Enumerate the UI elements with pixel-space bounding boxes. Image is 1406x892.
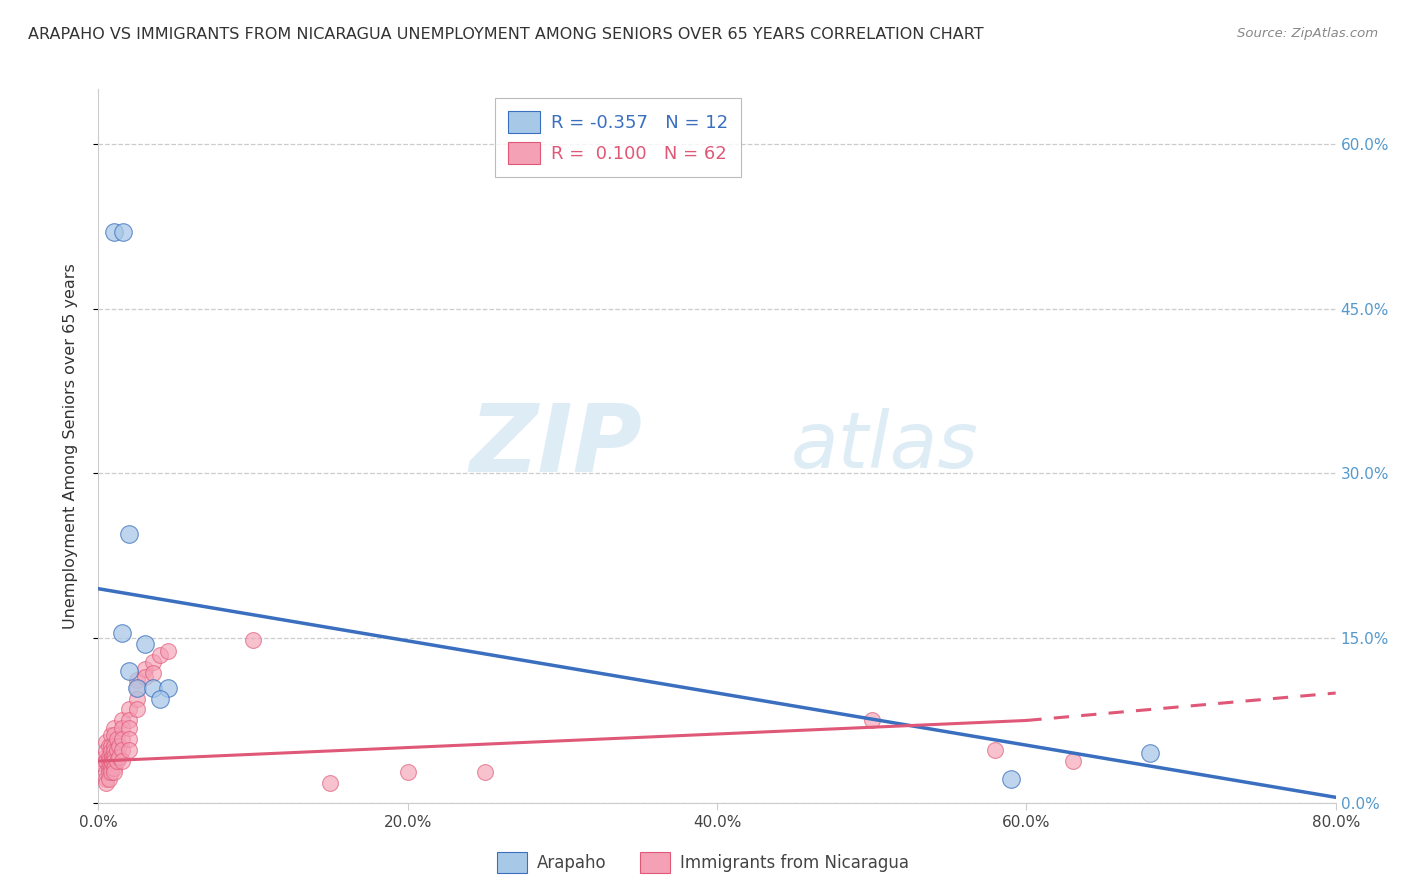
Point	[101, 755, 124, 769]
Point	[1139, 747, 1161, 761]
Point	[396, 765, 419, 780]
Point	[134, 637, 156, 651]
Point	[103, 728, 125, 742]
Point	[860, 714, 883, 728]
Point	[96, 776, 118, 790]
Point	[127, 691, 149, 706]
Point	[105, 743, 128, 757]
Point	[319, 776, 342, 790]
Point	[101, 749, 124, 764]
Point	[111, 625, 134, 640]
Point	[103, 749, 125, 764]
Legend: R = -0.357   N = 12, R =  0.100   N = 62: R = -0.357 N = 12, R = 0.100 N = 62	[495, 98, 741, 177]
Point	[142, 655, 165, 669]
Point	[98, 749, 121, 764]
Point	[100, 754, 122, 768]
Point	[112, 225, 135, 239]
Text: ARAPAHO VS IMMIGRANTS FROM NICARAGUA UNEMPLOYMENT AMONG SENIORS OVER 65 YEARS CO: ARAPAHO VS IMMIGRANTS FROM NICARAGUA UNE…	[28, 27, 984, 42]
Point	[1000, 772, 1022, 786]
Point	[118, 526, 141, 541]
Point	[118, 702, 141, 716]
Point	[111, 714, 134, 728]
Point	[111, 721, 134, 735]
Point	[118, 721, 141, 735]
Point	[118, 743, 141, 757]
Point	[127, 681, 149, 695]
Point	[149, 648, 172, 662]
Point	[107, 739, 129, 753]
Point	[157, 644, 180, 658]
Point	[103, 225, 125, 239]
Point	[1062, 754, 1084, 768]
Point	[96, 754, 118, 768]
Point	[105, 754, 128, 768]
Point	[107, 749, 129, 764]
Text: atlas: atlas	[792, 408, 979, 484]
Legend: Arapaho, Immigrants from Nicaragua: Arapaho, Immigrants from Nicaragua	[491, 846, 915, 880]
Point	[103, 744, 125, 758]
Point	[103, 754, 125, 768]
Point	[127, 681, 149, 695]
Point	[91, 757, 114, 772]
Point	[105, 732, 128, 747]
Point	[96, 772, 118, 786]
Point	[142, 666, 165, 681]
Point	[242, 633, 264, 648]
Point	[142, 681, 165, 695]
Point	[103, 761, 125, 775]
Point	[98, 765, 121, 780]
Point	[100, 744, 122, 758]
Point	[96, 765, 118, 780]
Point	[100, 728, 122, 742]
Text: ZIP: ZIP	[470, 400, 643, 492]
Y-axis label: Unemployment Among Seniors over 65 years: Unemployment Among Seniors over 65 years	[63, 263, 77, 629]
Point	[90, 752, 112, 766]
Point	[98, 739, 121, 753]
Point	[96, 744, 118, 758]
Point	[100, 739, 122, 753]
Point	[127, 702, 149, 716]
Point	[100, 761, 122, 775]
Point	[103, 739, 125, 753]
Point	[118, 664, 141, 678]
Text: Source: ZipAtlas.com: Source: ZipAtlas.com	[1237, 27, 1378, 40]
Point	[118, 714, 141, 728]
Point	[134, 669, 156, 683]
Point	[111, 743, 134, 757]
Point	[134, 662, 156, 676]
Point	[98, 754, 121, 768]
Point	[96, 735, 118, 749]
Point	[127, 673, 149, 687]
Point	[157, 681, 180, 695]
Point	[100, 765, 122, 780]
Point	[111, 732, 134, 747]
Point	[98, 772, 121, 786]
Point	[984, 743, 1007, 757]
Point	[474, 765, 496, 780]
Point	[103, 765, 125, 780]
Point	[98, 761, 121, 775]
Point	[118, 732, 141, 747]
Point	[149, 691, 172, 706]
Point	[111, 754, 134, 768]
Point	[103, 721, 125, 735]
